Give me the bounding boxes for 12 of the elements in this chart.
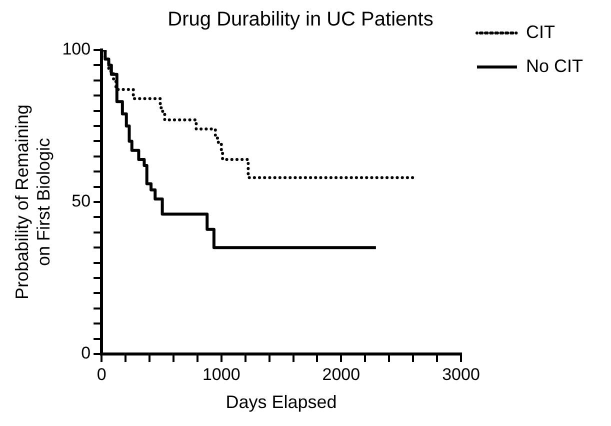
legend-label: CIT: [526, 22, 555, 42]
chart-title: Drug Durability in UC Patients: [168, 8, 434, 31]
y-tick-label: 100: [62, 40, 91, 59]
x-tick-label: 3000: [442, 364, 480, 384]
x-axis-title: Days Elapsed: [226, 392, 337, 412]
y-tick-label: 50: [72, 192, 91, 211]
y-axis-title: Probability of Remaining on First Biologic: [12, 104, 54, 300]
legend-label: No CIT: [526, 56, 584, 76]
x-tick-label: 2000: [322, 364, 360, 384]
x-tick-label: 1000: [202, 364, 240, 384]
x-tick-label: 0: [96, 364, 106, 384]
y-tick-label: 0: [81, 344, 91, 363]
